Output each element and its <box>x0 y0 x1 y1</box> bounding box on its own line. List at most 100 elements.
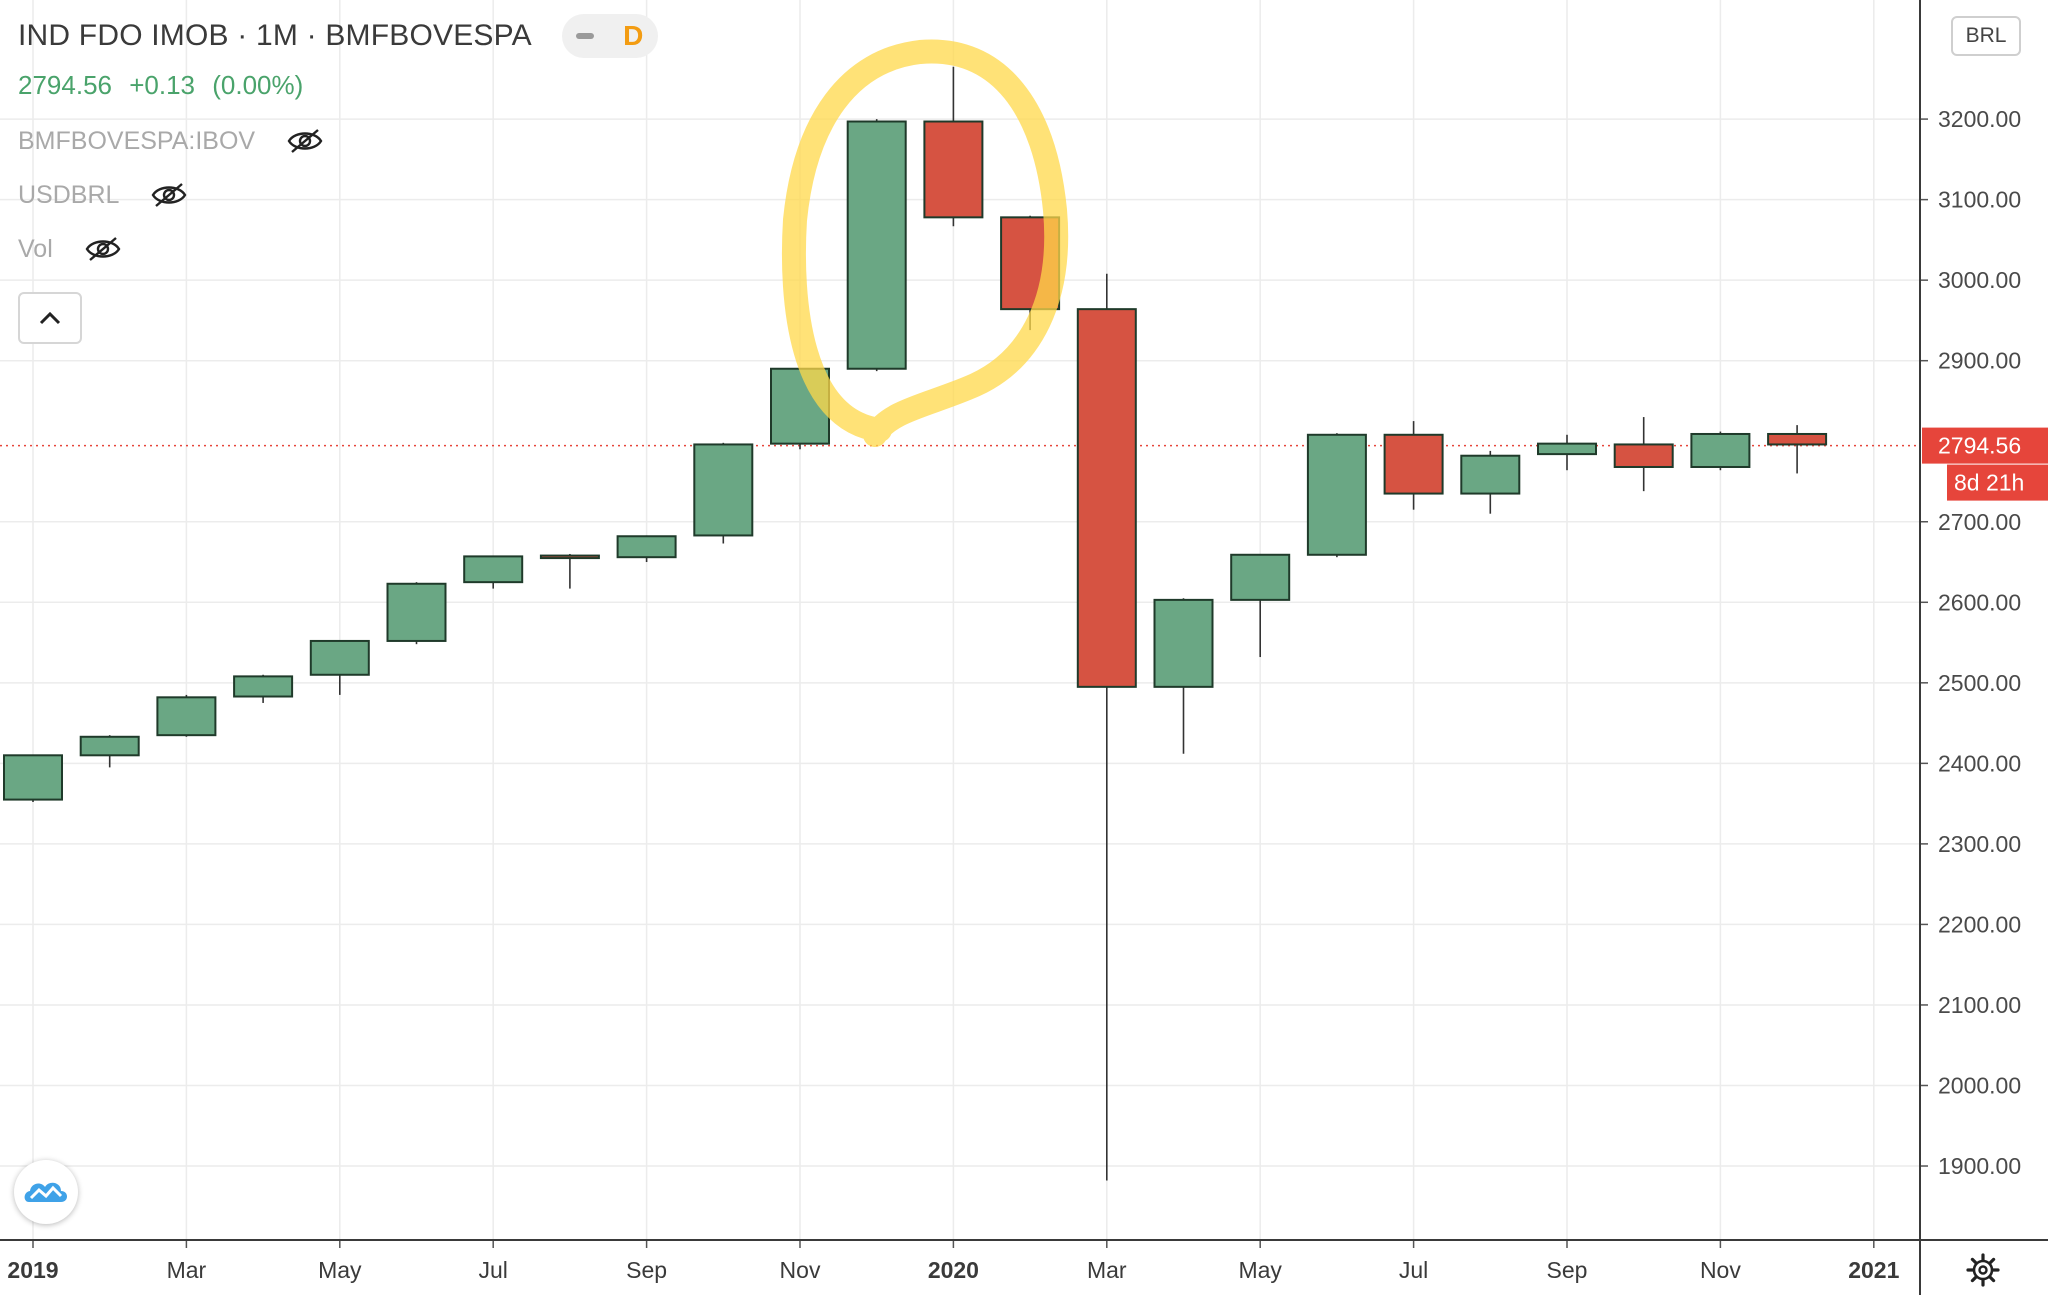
price-readout: 2794.56 +0.13 (0.00%) <box>18 70 658 104</box>
price-tick-label: 2900.00 <box>1938 348 2021 374</box>
minus-icon[interactable] <box>576 33 595 39</box>
candle <box>1383 421 1444 510</box>
price-axis-ticks[interactable]: 3200.00 3100.00 3000.00 2900.00 2700.00 2600.… <box>1938 106 2021 1179</box>
candle-body <box>1537 442 1597 456</box>
candle-body <box>156 696 217 737</box>
time-tick-label: Nov <box>780 1257 821 1283</box>
price-tick-label: 3000.00 <box>1938 267 2021 293</box>
price-tick-label: 3100.00 <box>1938 187 2021 213</box>
price-change: +0.13 <box>129 70 196 100</box>
time-tick-label: Jul <box>1399 1257 1428 1283</box>
countdown-badge <box>1947 464 2048 501</box>
candle-body <box>79 735 140 757</box>
candle-body <box>1613 443 1674 468</box>
candle <box>156 694 217 737</box>
gear-icon[interactable] <box>1966 1253 2000 1287</box>
candle-body <box>1153 598 1214 688</box>
price-tick-label: 2000.00 <box>1938 1072 2021 1098</box>
candle-body <box>3 754 63 801</box>
grid-lines <box>0 0 1920 1240</box>
price-tick-label: 1900.00 <box>1938 1153 2021 1179</box>
chart-legend: IND FDO IMOB · 1M · BMFBOVESPA D 2794.56… <box>18 14 658 344</box>
candle-body <box>1383 433 1444 495</box>
candle <box>3 754 63 803</box>
candle <box>1306 433 1367 558</box>
candle-body <box>539 554 600 560</box>
price-tick-label: 2500.00 <box>1938 670 2021 696</box>
candle <box>846 119 907 372</box>
collapse-legend-button[interactable] <box>18 292 82 344</box>
candle-body <box>1306 433 1367 556</box>
last-price-badge <box>1922 427 2048 464</box>
overlay-label: USDBRL <box>18 180 120 209</box>
candle <box>309 639 370 695</box>
time-tick-label: Mar <box>167 1257 207 1283</box>
interval-toggle[interactable]: D <box>561 14 658 58</box>
candle-body <box>693 443 754 537</box>
candle <box>1460 450 1521 514</box>
price-tick-label: 2100.00 <box>1938 992 2021 1018</box>
candle <box>1076 273 1137 1181</box>
eye-off-icon[interactable] <box>151 182 187 208</box>
overlay-label: Vol <box>18 234 53 263</box>
last-price-badge-label: 2794.56 <box>1938 433 2021 459</box>
eye-off-icon[interactable] <box>287 128 323 154</box>
candles <box>3 66 1828 1181</box>
time-tick-label: 2019 <box>7 1257 58 1283</box>
candle-body <box>463 555 524 584</box>
price-change-pct: (0.00%) <box>212 70 304 100</box>
tradingview-logo-button[interactable] <box>14 1160 78 1224</box>
overlay-ibov[interactable]: BMFBOVESPA:IBOV <box>18 124 658 158</box>
price-tick-label: 2700.00 <box>1938 509 2021 535</box>
overlay-volume[interactable]: Vol <box>18 232 658 266</box>
currency-badge[interactable]: BRL <box>1951 16 2021 56</box>
candle <box>539 553 600 589</box>
candle <box>923 66 984 227</box>
price-axis-badges: 2794.56 8d 21h <box>1922 427 2048 501</box>
candle <box>386 582 447 645</box>
candle-body <box>233 675 294 698</box>
time-tick-label: Sep <box>626 1257 667 1283</box>
candle-body <box>1076 308 1137 688</box>
price-tick-label: 2200.00 <box>1938 911 2021 937</box>
candle-body <box>1690 432 1751 468</box>
overlay-usdbrl[interactable]: USDBRL <box>18 178 658 212</box>
time-tick-label: Jul <box>478 1257 507 1283</box>
overlay-label: BMFBOVESPA:IBOV <box>18 126 256 155</box>
candle <box>1153 598 1214 754</box>
candle <box>1613 417 1674 492</box>
price-tick-label: 2600.00 <box>1938 589 2021 615</box>
toggle-label[interactable]: D <box>623 20 644 51</box>
price-tick-label: 2300.00 <box>1938 831 2021 857</box>
candle-body <box>616 535 677 559</box>
time-tick-label: May <box>318 1257 362 1283</box>
candle <box>463 555 524 589</box>
candle-body <box>386 582 447 642</box>
last-price: 2794.56 <box>18 70 112 100</box>
price-tick-label: 3200.00 <box>1938 106 2021 132</box>
highlight-circle-annotation <box>781 39 1069 447</box>
candle <box>1690 431 1751 471</box>
candle-body <box>1460 454 1521 495</box>
cloud-logo-icon <box>24 1182 67 1202</box>
candle-body <box>1230 553 1291 601</box>
candle <box>79 735 140 768</box>
symbol-title[interactable]: IND FDO IMOB · 1M · BMFBOVESPA <box>18 19 532 52</box>
time-axis-ticks[interactable]: 2019 Mar May Jul Sep Nov 2020 Mar May Jul Sep Nov 20… <box>7 1257 1899 1283</box>
candle <box>1767 425 1828 474</box>
time-tick-label: Sep <box>1547 1257 1588 1283</box>
price-tick-label: 2400.00 <box>1938 750 2021 776</box>
candle-body <box>846 120 907 370</box>
candle-body <box>309 639 370 676</box>
time-tick-label: Nov <box>1700 1257 1741 1283</box>
time-tick-label: 2021 <box>1848 1257 1899 1283</box>
candle <box>693 442 754 544</box>
candle <box>616 535 677 563</box>
time-tick-label: May <box>1238 1257 1282 1283</box>
time-tick-label: Mar <box>1087 1257 1127 1283</box>
eye-off-icon[interactable] <box>85 236 121 262</box>
chevron-up-icon <box>39 311 61 325</box>
candle <box>1537 434 1597 471</box>
